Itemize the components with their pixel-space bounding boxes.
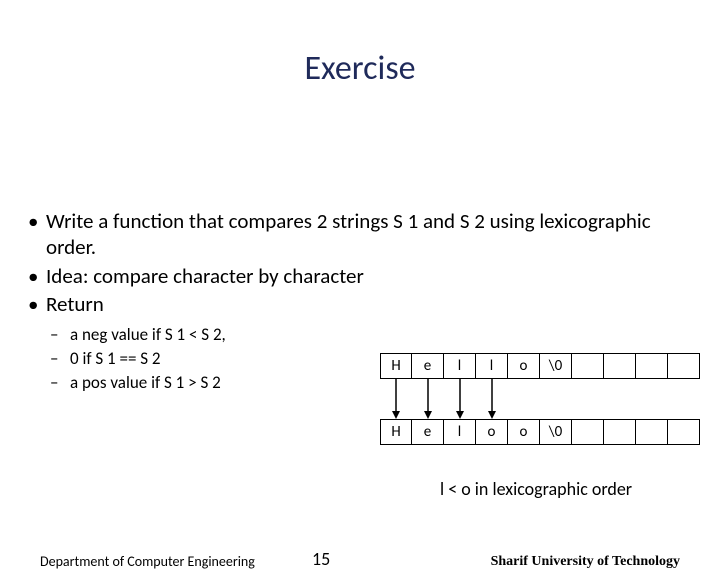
char-cell: l (444, 353, 476, 379)
string-row-1: H e l l o \0 (380, 353, 700, 379)
char-cell: l (476, 353, 508, 379)
footer-department: Department of Computer Engineering (40, 553, 255, 570)
down-arrow-icon (423, 379, 433, 419)
char-cell: H (380, 419, 412, 445)
string-row-2: H e l o o \0 (380, 419, 700, 445)
bullet-list: Write a function that compares 2 strings… (22, 208, 698, 317)
char-cell: e (412, 353, 444, 379)
sub-list: a neg value if S 1 < S 2, 0 if S 1 == S … (22, 323, 352, 394)
char-cell: \0 (540, 419, 572, 445)
bullet-item: Idea: compare character by character (22, 263, 698, 289)
content-area: Write a function that compares 2 strings… (22, 208, 698, 394)
char-cell (572, 353, 604, 379)
footer-university: Sharif University of Technology (491, 554, 680, 570)
char-cell (636, 353, 668, 379)
string-diagram: H e l l o \0 (380, 353, 700, 445)
char-cell: o (508, 353, 540, 379)
char-cell (668, 419, 700, 445)
char-cell (604, 353, 636, 379)
sub-item: a pos value if S 1 > S 2 (22, 371, 352, 395)
page-number: 15 (312, 548, 330, 570)
char-cell (604, 419, 636, 445)
slide: Exercise Write a function that compares … (0, 48, 720, 588)
char-cell: H (380, 353, 412, 379)
left-column: a neg value if S 1 < S 2, 0 if S 1 == S … (22, 319, 352, 394)
char-cell: o (508, 419, 540, 445)
footer: Department of Computer Engineering 15 Sh… (0, 546, 720, 570)
sub-item: a neg value if S 1 < S 2, (22, 323, 352, 347)
char-cell (636, 419, 668, 445)
diagram-caption: l < o in lexicographic order (440, 478, 632, 500)
sub-item: 0 if S 1 == S 2 (22, 347, 352, 371)
char-cell: o (476, 419, 508, 445)
bullet-item: Return (22, 291, 698, 317)
char-cell (668, 353, 700, 379)
char-cell: l (444, 419, 476, 445)
bullet-item: Write a function that compares 2 strings… (22, 208, 698, 261)
slide-title: Exercise (0, 48, 720, 89)
down-arrow-icon (391, 379, 401, 419)
down-arrow-icon (455, 379, 465, 419)
down-arrow-icon (487, 379, 497, 419)
char-cell: e (412, 419, 444, 445)
char-cell (572, 419, 604, 445)
char-cell: \0 (540, 353, 572, 379)
comparison-arrows (380, 379, 700, 419)
